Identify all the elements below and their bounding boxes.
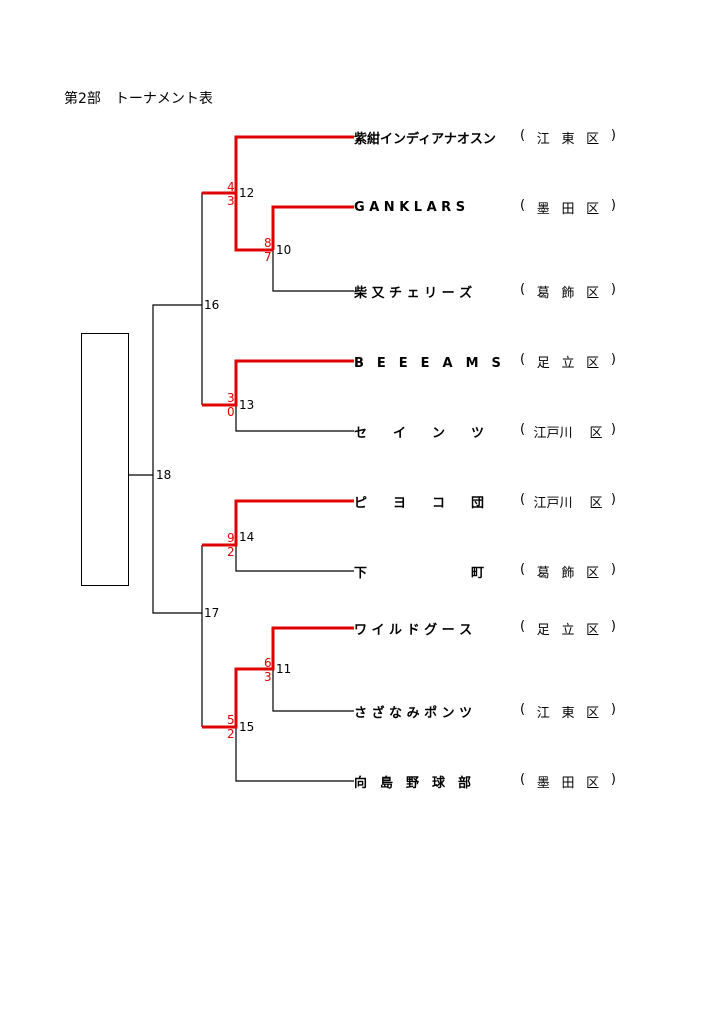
team-name: 向 島 野 球 部 bbox=[354, 775, 472, 791]
win-line-team-6 bbox=[202, 499, 354, 547]
line-team-3 bbox=[272, 250, 354, 292]
team-name: G A N K L A R S bbox=[354, 199, 466, 215]
team-region: (江東区) bbox=[520, 701, 616, 721]
team-region: (足立区) bbox=[520, 618, 616, 638]
page-title: 第2部 トーナメント表 bbox=[64, 91, 213, 107]
score-bottom: 0 bbox=[227, 405, 235, 419]
team-row: ピ ヨ コ 団 (江戸川区) bbox=[354, 491, 616, 511]
team-row: さ ざ な み ポ ン ツ (江東区) bbox=[354, 701, 616, 721]
score-top: 3 bbox=[227, 391, 235, 405]
winner-box bbox=[81, 333, 129, 586]
line-team-10 bbox=[235, 727, 354, 782]
match-number: 15 bbox=[239, 720, 255, 734]
line-team-9 bbox=[272, 669, 354, 712]
team-region: (江東区) bbox=[520, 127, 616, 147]
team-name: さ ざ な み ポ ン ツ bbox=[354, 705, 473, 721]
team-name: ピ ヨ コ 団 bbox=[354, 495, 485, 511]
line-team-5 bbox=[235, 405, 354, 432]
team-name: 柴 又 チ ェ リ ー ズ bbox=[354, 285, 473, 301]
match-number: 16 bbox=[204, 298, 220, 312]
win-line-team-4 bbox=[202, 359, 354, 407]
team-row: 紫紺インディアナオスン (江東区) bbox=[354, 127, 616, 147]
line-12-to-16 bbox=[201, 192, 236, 305]
score-top: 4 bbox=[227, 180, 235, 194]
line-16-18-17 bbox=[152, 304, 202, 614]
match-number: 17 bbox=[204, 606, 220, 620]
win-line-team-2 bbox=[271, 205, 354, 250]
team-region: (葛飾区) bbox=[520, 561, 616, 581]
team-name: 紫紺インディアナオスン bbox=[354, 131, 496, 147]
team-region: (江戸川区) bbox=[520, 491, 616, 511]
score-bottom: 2 bbox=[227, 545, 235, 559]
score-top: 5 bbox=[227, 713, 235, 727]
team-region: (足立区) bbox=[520, 351, 616, 371]
match-number: 13 bbox=[239, 398, 255, 412]
team-row: G A N K L A R S (墨田区) bbox=[354, 197, 616, 217]
match-number: 10 bbox=[276, 243, 292, 257]
team-region: (墨田区) bbox=[520, 771, 616, 791]
team-name: セ イ ン ツ bbox=[354, 425, 485, 441]
team-region: (葛飾区) bbox=[520, 281, 616, 301]
team-row: ワ イ ル ド グ ー ス (足立区) bbox=[354, 618, 616, 638]
win-line-team-8 bbox=[202, 626, 354, 729]
match-number: 14 bbox=[239, 530, 255, 544]
team-name: ワ イ ル ド グ ー ス bbox=[354, 622, 473, 638]
team-region: (江戸川区) bbox=[520, 421, 616, 441]
team-row: 柴 又 チ ェ リ ー ズ (葛飾区) bbox=[354, 281, 616, 301]
score-top: 6 bbox=[264, 656, 272, 670]
team-row: 下 町 (葛飾区) bbox=[354, 561, 616, 581]
match-number: 11 bbox=[276, 662, 292, 676]
score-top: 8 bbox=[264, 236, 272, 250]
line-team-7 bbox=[235, 545, 354, 572]
bracket-lines-red bbox=[202, 135, 354, 729]
match-number: 12 bbox=[239, 186, 255, 200]
team-row: B E E E A M S (足立区) bbox=[354, 351, 616, 371]
score-top: 9 bbox=[227, 531, 235, 545]
team-region: (墨田区) bbox=[520, 197, 616, 217]
team-row: 向 島 野 球 部 (墨田区) bbox=[354, 771, 616, 791]
score-bottom: 2 bbox=[227, 727, 235, 741]
team-name: B E E E A M S bbox=[354, 355, 501, 371]
score-bottom: 3 bbox=[227, 194, 235, 208]
score-bottom: 3 bbox=[264, 670, 272, 684]
team-row: セ イ ン ツ (江戸川区) bbox=[354, 421, 616, 441]
team-name: 下 町 bbox=[354, 565, 485, 581]
score-bottom: 7 bbox=[264, 250, 272, 264]
bracket-lines-black bbox=[128, 192, 354, 782]
match-number: 18 bbox=[156, 468, 172, 482]
